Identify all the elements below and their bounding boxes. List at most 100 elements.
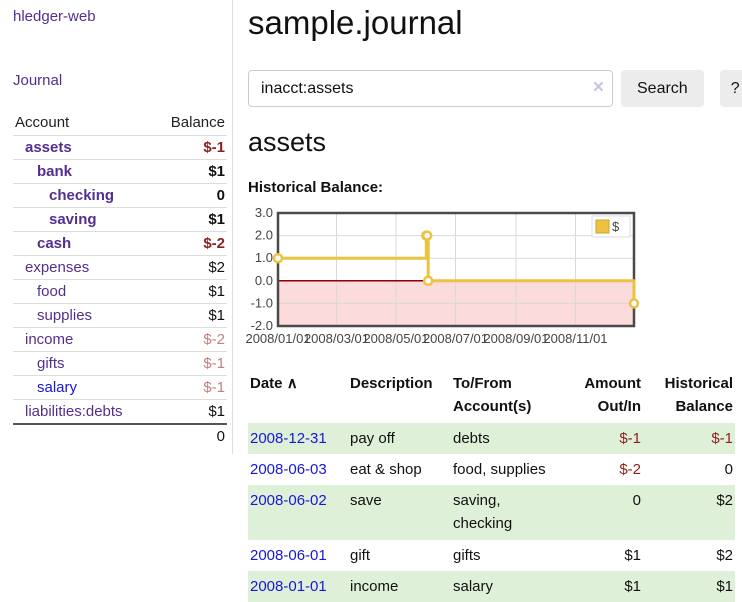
account-row: checking 0 — [13, 183, 227, 208]
account-heading: assets — [248, 127, 327, 157]
account-balance: $1 — [208, 283, 225, 300]
app-title: hledger-web — [13, 8, 226, 25]
legend-swatch — [595, 219, 610, 234]
register-header-date[interactable]: Date ∧ — [248, 368, 348, 423]
account-row: gifts $-1 — [13, 351, 227, 376]
main-content: sample.journal × Search ? assets Histori… — [233, 0, 742, 602]
data-point-marker — [272, 252, 284, 264]
search-input[interactable] — [248, 70, 613, 107]
account-link-supplies[interactable]: supplies — [37, 307, 93, 324]
register-row: 2008-06-03 eat & shop food, supplies $-2 0 — [248, 454, 735, 485]
account-row: assets $-1 — [13, 135, 227, 160]
sidebar: hledger-web Journal Account Balance asse… — [0, 0, 233, 454]
y-tick-label: 3.0 — [255, 205, 273, 220]
account-link-bank[interactable]: bank — [37, 163, 73, 180]
date-header-label: Date — [250, 375, 283, 392]
sort-ascending-icon: ∧ — [286, 375, 298, 392]
register-description: gift — [350, 546, 371, 564]
account-link-cash[interactable]: cash — [37, 235, 72, 252]
historical-balance-chart: $3.0 2.0 1.0 0.0 -1.0 -2.02008/01/012008/03/0… — [245, 205, 640, 346]
account-link-gifts[interactable]: gifts — [37, 355, 65, 372]
x-tick-label: 2008/03/01 — [304, 331, 369, 346]
x-tick-label: 2008/05/01 — [363, 331, 428, 346]
legend-label: $ — [612, 219, 620, 234]
register-header-amount: Amount Out/In — [584, 375, 641, 416]
register-date-link[interactable]: 2008-06-01 — [250, 546, 327, 564]
account-balance: $-1 — [203, 139, 225, 156]
register-date-link[interactable]: 2008-01-01 — [250, 577, 327, 595]
account-row: supplies $1 — [13, 303, 227, 328]
register-date-link[interactable]: 2008-06-03 — [250, 460, 327, 478]
account-link-salary[interactable]: salary — [37, 379, 78, 396]
account-row: income $-2 — [13, 327, 227, 352]
account-link-checking[interactable]: checking — [49, 187, 115, 204]
register-accounts: food, supplies — [453, 460, 546, 478]
search-box: × — [248, 70, 613, 107]
register-amount: $-1 — [619, 429, 641, 447]
register-description: income — [350, 577, 399, 595]
register-header-accounts: To/From Account(s) — [453, 375, 532, 416]
accounts-total-balance: 0 — [216, 428, 225, 445]
register-accounts: salary — [453, 577, 494, 595]
register-accounts: gifts — [453, 546, 481, 564]
account-link-saving[interactable]: saving — [49, 211, 97, 228]
clear-search-icon[interactable]: × — [592, 77, 604, 98]
register-header-row: Date ∧ Description To/From Account(s) Am… — [248, 368, 735, 423]
register-description: eat & shop — [350, 460, 422, 478]
data-point-marker — [421, 230, 433, 241]
account-row: food $1 — [13, 279, 227, 304]
account-link-liabilities-debts[interactable]: liabilities:debts — [25, 403, 123, 420]
register-description: pay off — [350, 429, 395, 447]
data-point-marker — [628, 298, 640, 309]
account-link-expenses[interactable]: expenses — [25, 259, 90, 276]
data-point-marker — [422, 275, 434, 287]
register-accounts: saving, checking — [453, 492, 513, 533]
x-tick-label: 2008/11/01 — [543, 331, 607, 346]
register-balance: $1 — [716, 577, 733, 595]
register-date-link[interactable]: 2008-12-31 — [250, 429, 327, 447]
account-balance: $2 — [208, 259, 225, 276]
account-balance: $1 — [208, 403, 225, 420]
register-table: Date ∧ Description To/From Account(s) Am… — [248, 368, 735, 602]
search-button[interactable]: Search — [621, 70, 704, 107]
account-link-food[interactable]: food — [37, 283, 67, 300]
register-balance: $2 — [716, 492, 733, 509]
register-amount: $-2 — [619, 460, 641, 478]
accounts-header-balance: Balance — [170, 114, 225, 131]
register-accounts: debts — [453, 429, 490, 447]
accounts-table: Account Balance assets $-1 bank $1 checking 0… — [13, 110, 227, 448]
register-row: 2008-12-31 pay off debts $-1 $-1 — [248, 422, 735, 454]
account-row: saving $1 — [13, 207, 227, 232]
register-date-link[interactable]: 2008-06-02 — [250, 492, 327, 509]
register-description: save — [350, 492, 382, 509]
x-tick-label: 2008/07/01 — [423, 331, 488, 346]
y-tick-label: 1.0 — [255, 250, 273, 265]
accounts-header-account: Account — [15, 114, 70, 131]
account-link-income[interactable]: income — [25, 331, 74, 348]
account-row: salary $-1 — [13, 375, 227, 400]
register-amount: $1 — [624, 577, 641, 595]
account-balance: $-2 — [203, 331, 225, 348]
page-title: sample.journal — [248, 4, 463, 41]
register-header-balance: Historical Balance — [664, 375, 733, 416]
register-amount: $1 — [624, 546, 641, 564]
journal-link[interactable]: Journal — [13, 72, 63, 89]
account-row: liabilities:debts $1 — [13, 399, 227, 425]
y-tick-label: -2.0 — [251, 318, 273, 333]
x-tick-label: 2008/01/01 — [245, 331, 310, 346]
register-header-description: Description — [350, 375, 433, 392]
register-balance: $-1 — [711, 429, 733, 447]
y-tick-label: -1.0 — [251, 295, 273, 310]
register-amount: 0 — [632, 492, 641, 509]
account-link-assets[interactable]: assets — [25, 139, 72, 156]
y-tick-label: 2.0 — [255, 228, 273, 243]
help-button[interactable]: ? — [719, 70, 742, 107]
app-title-link[interactable]: hledger-web — [13, 8, 96, 25]
account-row: expenses $2 — [13, 255, 227, 280]
account-balance: $1 — [208, 163, 225, 180]
account-balance: $-2 — [203, 235, 225, 252]
account-row: bank $1 — [13, 159, 227, 184]
account-balance: 0 — [216, 187, 225, 204]
register-row: 2008-01-01 income salary $1 $1 — [248, 570, 735, 602]
